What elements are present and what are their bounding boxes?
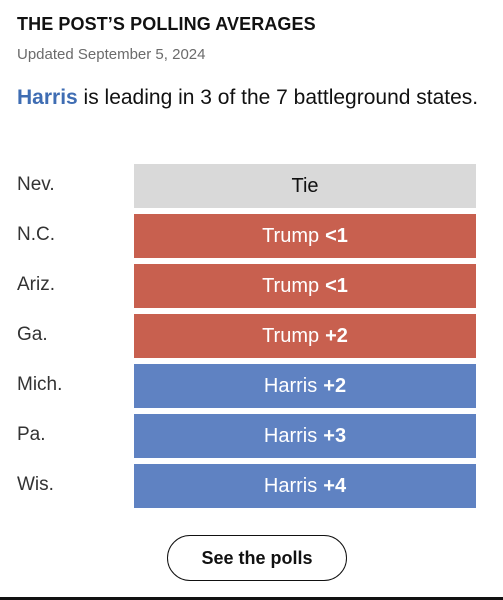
state-row-mich: Mich. Harris +2 <box>0 363 503 413</box>
state-row-nev: Nev. Tie <box>0 163 503 213</box>
result-candidate: Harris <box>263 424 318 447</box>
state-label: Mich. <box>17 374 63 395</box>
result-candidate: Tie <box>291 174 319 197</box>
state-row-nc: N.C. Trump <1 <box>0 213 503 263</box>
updated-date: Updated September 5, 2024 <box>17 46 206 63</box>
state-label: Nev. <box>17 174 55 195</box>
result-margin: +4 <box>323 474 347 497</box>
state-result-bar: Harris +3 <box>134 414 476 458</box>
result-margin: +2 <box>325 324 348 347</box>
state-label: Pa. <box>17 424 46 445</box>
state-result-bar: Trump +2 <box>134 314 476 358</box>
result-candidate: Trump <box>262 324 320 347</box>
bottom-divider <box>0 597 503 600</box>
result-margin: +3 <box>323 424 347 447</box>
result-candidate: Harris <box>263 374 318 397</box>
state-result-bar: Harris +4 <box>134 464 476 508</box>
see-the-polls-button[interactable]: See the polls <box>167 535 347 581</box>
card-title: THE POST’S POLLING AVERAGES <box>17 14 316 34</box>
state-label: Ariz. <box>17 274 55 295</box>
summary-text: Harris is leading in 3 of the 7 battlegr… <box>17 83 487 112</box>
state-label: Ga. <box>17 324 48 345</box>
state-row-ariz: Ariz. Trump <1 <box>0 263 503 313</box>
result-margin: +2 <box>323 374 347 397</box>
summary-body: is leading in 3 of the 7 battleground st… <box>77 86 479 109</box>
result-candidate: Harris <box>263 474 318 497</box>
state-row-wis: Wis. Harris +4 <box>0 463 503 513</box>
result-margin: <1 <box>325 224 348 247</box>
result-candidate: Trump <box>262 274 320 297</box>
state-row-ga: Ga. Trump +2 <box>0 313 503 363</box>
state-label: N.C. <box>17 224 55 245</box>
state-rows: Nev. Tie N.C. Trump <1 Ariz. Trump <1 Ga… <box>0 163 503 513</box>
state-result-bar: Trump <1 <box>134 214 476 258</box>
state-row-pa: Pa. Harris +3 <box>0 413 503 463</box>
result-candidate: Trump <box>262 224 320 247</box>
state-result-bar: Harris +2 <box>134 364 476 408</box>
state-result-bar: Trump <1 <box>134 264 476 308</box>
summary-leader: Harris <box>17 86 78 109</box>
state-result-bar: Tie <box>134 164 476 208</box>
result-margin: <1 <box>325 274 348 297</box>
state-label: Wis. <box>17 474 54 495</box>
